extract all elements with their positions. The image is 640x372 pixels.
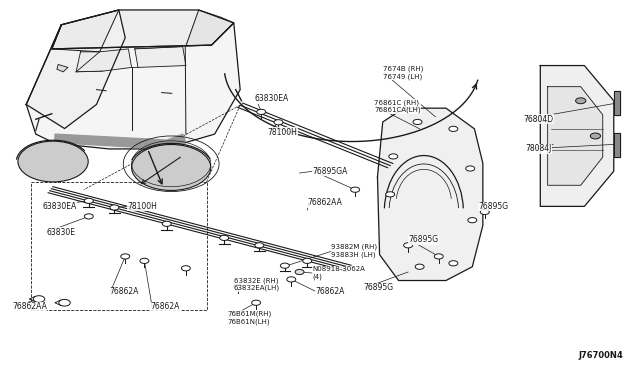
Circle shape (257, 109, 266, 115)
Text: 76895G: 76895G (408, 235, 438, 244)
Circle shape (386, 192, 395, 197)
Text: J76700N4: J76700N4 (579, 351, 623, 360)
Text: 63830E: 63830E (47, 228, 76, 237)
Circle shape (468, 218, 477, 223)
Circle shape (303, 258, 312, 263)
Circle shape (18, 141, 88, 182)
Text: 93882M (RH)
93883H (LH): 93882M (RH) 93883H (LH) (332, 244, 378, 258)
Polygon shape (26, 23, 240, 149)
Circle shape (181, 266, 190, 271)
Circle shape (466, 166, 475, 171)
Circle shape (575, 98, 586, 104)
Text: 76895GA: 76895GA (312, 167, 348, 176)
Text: 63830EA: 63830EA (42, 202, 76, 211)
Circle shape (274, 120, 283, 125)
Bar (31, 182, 207, 310)
Text: 76862A: 76862A (109, 287, 139, 296)
Circle shape (252, 300, 260, 305)
Text: 63832E (RH)
63832EA(LH): 63832E (RH) 63832EA(LH) (234, 277, 280, 291)
Polygon shape (614, 133, 620, 157)
Circle shape (234, 284, 243, 289)
Polygon shape (76, 49, 132, 72)
Circle shape (255, 243, 264, 248)
Circle shape (287, 277, 296, 282)
Circle shape (295, 269, 304, 275)
Circle shape (33, 296, 45, 302)
Polygon shape (52, 10, 119, 52)
Text: 63830EA: 63830EA (255, 94, 289, 103)
Polygon shape (186, 10, 234, 46)
Circle shape (163, 221, 172, 227)
Circle shape (140, 258, 149, 263)
Circle shape (480, 209, 489, 215)
Polygon shape (52, 10, 234, 49)
Text: 78100H: 78100H (127, 202, 157, 211)
Text: 76861C (RH)
76861CA(LH): 76861C (RH) 76861CA(LH) (374, 99, 421, 113)
Circle shape (413, 119, 422, 125)
Circle shape (59, 299, 70, 306)
Polygon shape (540, 65, 614, 206)
Circle shape (449, 261, 458, 266)
Text: 76862AA: 76862AA (307, 198, 342, 207)
Polygon shape (26, 10, 125, 129)
Polygon shape (57, 64, 68, 72)
Circle shape (280, 263, 289, 268)
Text: 78100H: 78100H (268, 128, 298, 137)
Text: 76895G: 76895G (478, 202, 509, 211)
Circle shape (415, 264, 424, 269)
Circle shape (449, 126, 458, 131)
Text: N08918-3062A
(4): N08918-3062A (4) (312, 266, 365, 280)
Text: 76895G: 76895G (364, 283, 394, 292)
Text: 78084J: 78084J (525, 144, 552, 153)
Polygon shape (614, 91, 620, 115)
Text: 76B61M(RH)
76B61N(LH): 76B61M(RH) 76B61N(LH) (227, 311, 271, 324)
Circle shape (84, 214, 93, 219)
Polygon shape (548, 87, 603, 185)
Circle shape (220, 235, 228, 240)
Polygon shape (378, 108, 483, 280)
Circle shape (435, 254, 444, 259)
Circle shape (132, 144, 211, 190)
Text: 76862A: 76862A (151, 302, 180, 311)
Text: 7674B (RH)
76749 (LH): 7674B (RH) 76749 (LH) (383, 66, 423, 80)
Circle shape (389, 154, 397, 159)
Polygon shape (55, 134, 186, 149)
Polygon shape (135, 46, 186, 67)
Text: 76862AA: 76862AA (12, 302, 47, 311)
Text: 76804D: 76804D (523, 115, 553, 124)
Circle shape (404, 243, 413, 248)
Circle shape (590, 133, 600, 139)
Circle shape (84, 198, 93, 203)
Circle shape (110, 205, 119, 210)
Circle shape (121, 254, 130, 259)
Circle shape (351, 187, 360, 192)
Text: 76862A: 76862A (315, 287, 344, 296)
